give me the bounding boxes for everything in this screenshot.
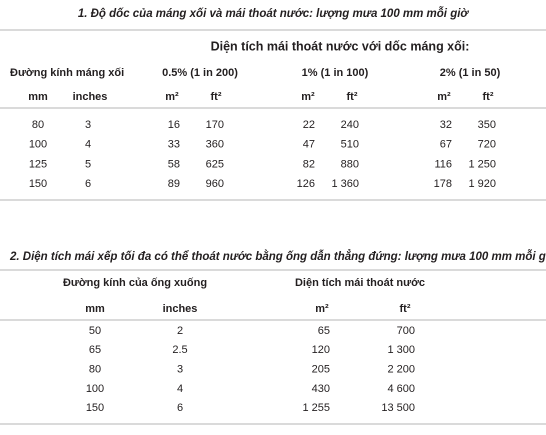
cell: 65 [318,325,330,337]
cell: 6 [177,402,183,414]
column-header: Diện tích mái thoát nước [295,277,425,289]
cell: 100 [29,139,47,151]
unit-header: ft² [211,91,222,103]
cell: 700 [397,325,415,337]
cell: 170 [206,119,224,131]
cell: 3 [85,119,91,131]
cell: 625 [206,158,224,170]
cell: 82 [303,158,315,170]
unit-header: m² [437,91,451,103]
cell: 3 [177,364,183,376]
unit-header: inches [73,91,108,103]
cell: 33 [168,139,180,151]
cell: 16 [168,119,180,131]
cell: 1 250 [468,158,496,170]
cell: 125 [29,158,47,170]
unit-header: m² [165,91,179,103]
cell: 47 [303,139,315,151]
cell: 13 500 [381,402,415,414]
column-header: Đường kính máng xối [10,67,124,79]
cell: 67 [440,139,452,151]
unit-header: ft² [347,91,358,103]
cell: 65 [89,344,101,356]
column-header: 0.5% (1 in 200) [162,67,238,79]
cell: 58 [168,158,180,170]
unit-header: inches [163,303,198,315]
cell: 1 920 [468,178,496,190]
cell: 4 600 [387,383,415,395]
cell: 100 [86,383,104,395]
cell: 360 [206,139,224,151]
column-header: 2% (1 in 50) [440,67,501,79]
cell: 1 300 [387,344,415,356]
cell: 22 [303,119,315,131]
unit-header: mm [28,91,48,103]
group-header: Diện tích mái thoát nước với dốc máng xố… [211,39,470,53]
unit-header: mm [85,303,105,315]
cell: 178 [434,178,452,190]
cell: 120 [312,344,330,356]
cell: 1 255 [302,402,330,414]
cell: 960 [206,178,224,190]
cell: 4 [85,139,91,151]
cell: 240 [341,119,359,131]
cell: 4 [177,383,183,395]
cell: 89 [168,178,180,190]
cell: 1 360 [331,178,359,190]
unit-header: ft² [400,303,411,315]
unit-header: ft² [483,91,494,103]
cell: 116 [434,158,452,170]
cell: 510 [341,139,359,151]
column-header: 1% (1 in 100) [302,67,369,79]
cell: 880 [341,158,359,170]
cell: 350 [478,119,496,131]
cell: 2.5 [172,344,187,356]
cell: 5 [85,158,91,170]
cell: 430 [312,383,330,395]
column-header: Đường kính của ống xuống [63,277,207,289]
table-title: 1. Độ dốc của máng xối và mái thoát nước… [78,7,470,20]
cell: 720 [478,139,496,151]
cell: 80 [89,364,101,376]
cell: 126 [297,178,315,190]
cell: 6 [85,178,91,190]
cell: 50 [89,325,101,337]
cell: 80 [32,119,44,131]
cell: 150 [86,402,104,414]
table-title: 2. Diện tích mái xếp tối đa có thể thoát… [9,250,546,263]
cell: 150 [29,178,47,190]
cell: 32 [440,119,452,131]
unit-header: m² [315,303,329,315]
unit-header: m² [301,91,315,103]
cell: 2 [177,325,183,337]
cell: 205 [312,364,330,376]
cell: 2 200 [387,364,415,376]
